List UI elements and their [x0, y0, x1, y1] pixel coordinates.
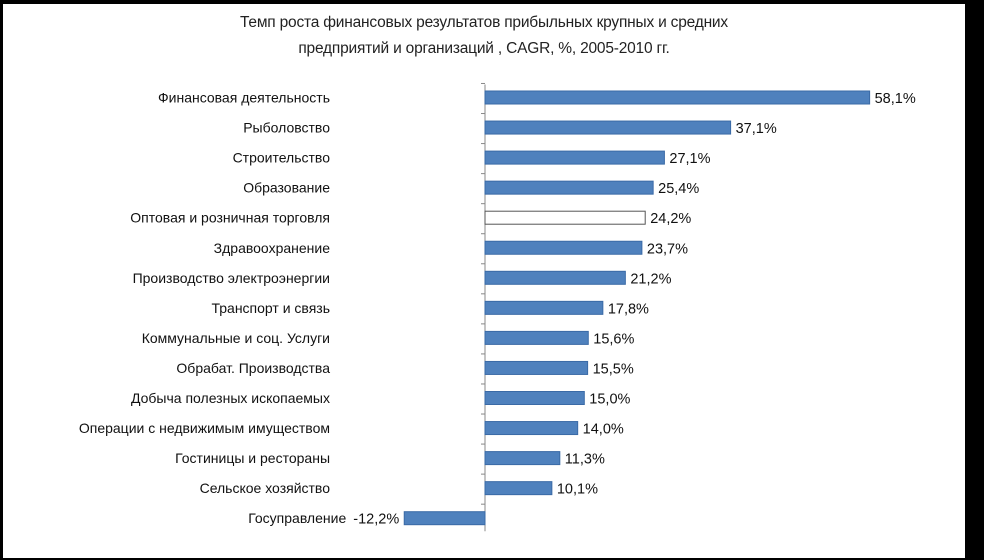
value-label: 14,0% [583, 422, 624, 438]
bar [484, 180, 654, 195]
bar [484, 90, 871, 105]
category-label: Коммунальные и соц. Услуги [142, 330, 330, 346]
value-label: 24,2% [650, 211, 691, 227]
value-label: -12,2% [353, 512, 399, 528]
value-label: 11,3% [565, 452, 605, 468]
category-label: Финансовая деятельность [158, 90, 330, 106]
category-label: Гостиницы и рестораны [175, 450, 330, 466]
category-label: Производство электроэнергии [133, 270, 330, 286]
bar [484, 330, 589, 345]
bar [484, 120, 732, 135]
value-label: 23,7% [647, 241, 688, 257]
chart-panel: Темп роста финансовых результатов прибыл… [3, 4, 965, 558]
bar [484, 210, 646, 225]
value-label: 27,1% [669, 151, 710, 167]
bar [484, 481, 553, 496]
category-label: Рыболовство [243, 120, 330, 136]
category-label: Образование [243, 180, 330, 196]
bar [403, 511, 486, 526]
value-label: 37,1% [736, 121, 777, 137]
bar [484, 421, 579, 436]
category-label: Оптовая и розничная торговля [130, 210, 330, 226]
bar [484, 391, 585, 405]
bar [484, 451, 561, 466]
bar [484, 240, 643, 255]
bar [484, 150, 665, 165]
category-label: Здравоохранение [214, 240, 331, 256]
bar-chart: 58,1% Финансовая деятельность 37,1% Рыболов… [79, 82, 916, 532]
category-label: Строительство [233, 150, 331, 166]
chart-title-line-2: предприятий и организаций , CAGR, %, 200… [298, 40, 670, 57]
value-label: 15,0% [589, 392, 630, 408]
category-label: Сельское хозяйство [200, 480, 331, 496]
category-label: Обрабат. Производства [176, 360, 330, 376]
value-label: 15,6% [593, 331, 634, 347]
value-label: 25,4% [658, 181, 699, 197]
category-label: Добыча полезных ископаемых [131, 390, 330, 406]
bar [484, 360, 589, 375]
bar [484, 270, 626, 285]
chart-title-line-1: Темп роста финансовых результатов прибыл… [240, 14, 728, 31]
value-label: 58,1% [875, 91, 916, 107]
category-label: Операции с недвижимым имуществом [79, 420, 330, 436]
value-label: 21,2% [630, 271, 671, 287]
value-label: 10,1% [557, 482, 598, 498]
category-label: Транспорт и связь [211, 300, 330, 316]
category-label: Госуправление [248, 510, 346, 526]
value-label: 17,8% [608, 301, 649, 317]
bar [484, 300, 604, 315]
value-label: 15,5% [593, 361, 634, 377]
